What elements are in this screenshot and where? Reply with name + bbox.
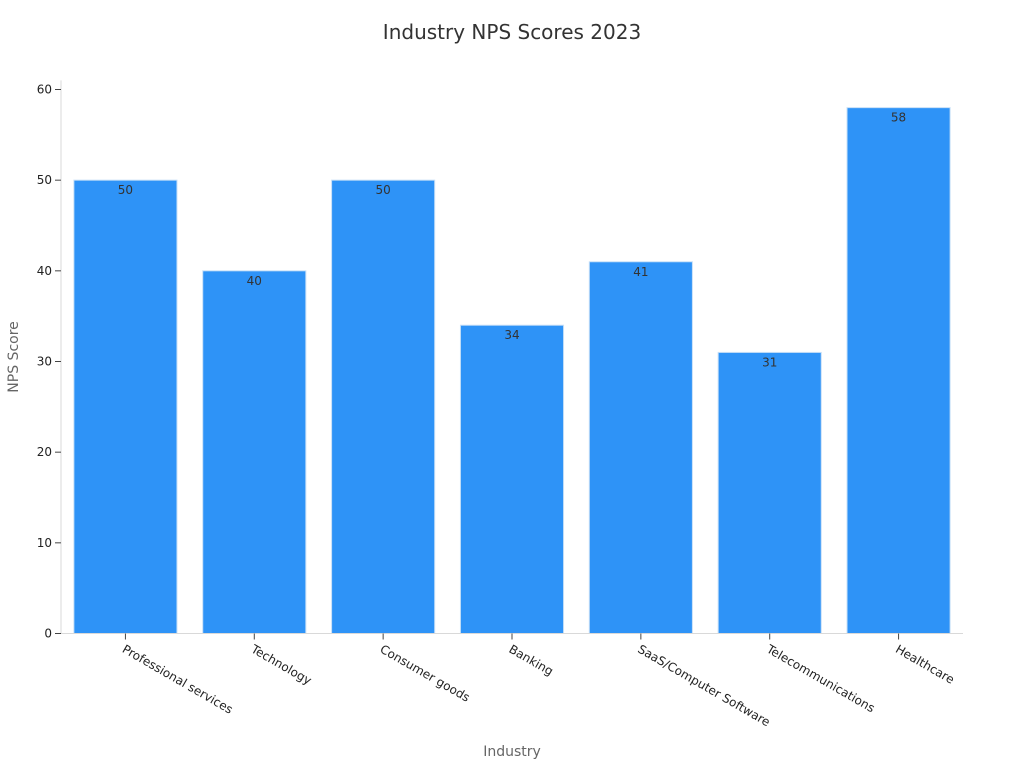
x-tick-label: Banking [507,642,556,678]
chart-title: Industry NPS Scores 2023 [382,20,642,44]
x-axis-title: Industry [483,744,541,760]
bar-value-label: 50 [376,183,391,197]
bar-value-label: 50 [118,183,133,197]
bar [73,179,178,635]
bar [846,107,951,634]
bar [459,324,565,634]
bar [331,179,436,635]
bar-labels-layer: 50 40 50 34 41 31 58 [118,111,906,370]
bar-value-label: 31 [762,355,777,369]
y-tick-label: 0 [44,627,52,641]
x-ticks: Professional services Technology Consumer … [120,633,957,729]
y-ticks: 0 10 20 30 40 50 60 [37,83,61,641]
bar-value-label: 41 [633,265,648,279]
x-tick-label: Telecommunications [763,641,877,715]
y-axis-title: NPS Score [6,321,22,392]
x-tick-label: Consumer goods [378,642,473,705]
bar-value-label: 58 [891,111,906,125]
bar-value-label: 40 [247,274,262,288]
bar [202,270,307,634]
y-tick-label: 50 [37,173,52,187]
y-tick-label: 40 [37,264,52,278]
y-tick-label: 30 [37,355,52,369]
x-tick-label: SaaS/Computer Software [635,642,772,729]
x-tick-label: Professional services [120,642,235,717]
bar [588,261,693,634]
x-tick-label: Healthcare [893,642,957,687]
y-tick-label: 60 [37,83,52,97]
bars-layer [73,107,951,635]
y-tick-label: 20 [37,445,52,459]
x-tick-label: Technology [248,641,314,687]
bar-value-label: 34 [504,328,519,342]
y-tick-label: 10 [37,536,52,550]
bar [717,351,822,634]
